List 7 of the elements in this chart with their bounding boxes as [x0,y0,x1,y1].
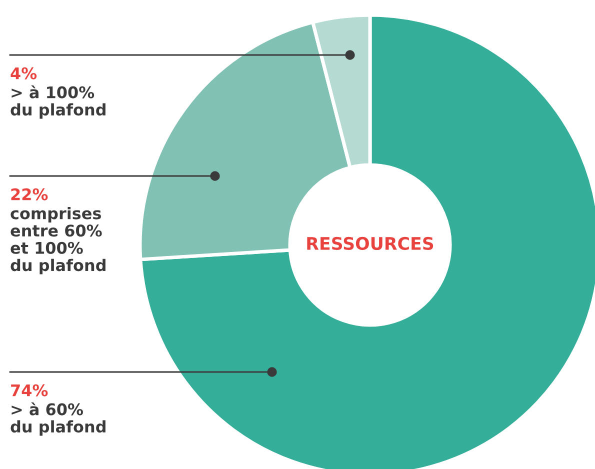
data-label: 4% [10,67,37,80]
data-label: 22% [11,188,48,200]
text: RESSOURCES [307,236,434,250]
slice-label: > à 100% du plafond [10,85,106,119]
slice-label: > à 60% du plafond [10,402,106,436]
data-label: 74% [11,384,48,396]
slice-label: comprises entre 60% et 100% du plafond [10,207,106,274]
